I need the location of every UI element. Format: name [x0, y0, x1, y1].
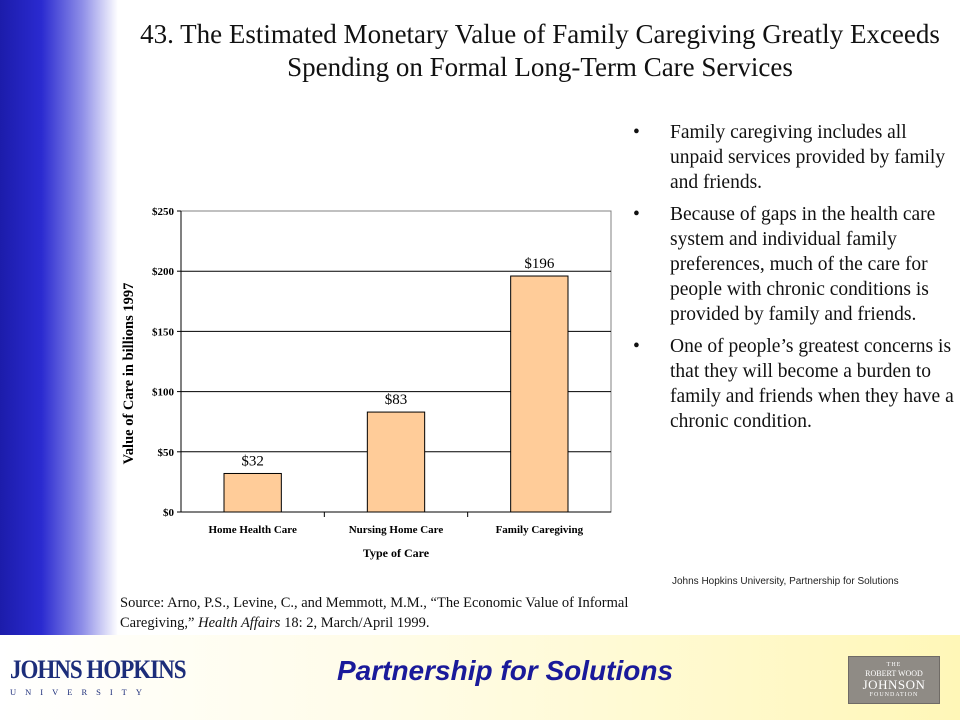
rwj-logo-line3: JOHNSON [862, 677, 926, 692]
left-gradient-band [0, 0, 118, 720]
source-journal: Health Affairs [198, 615, 281, 631]
source-suffix: 18: 2, March/April 1999. [280, 615, 430, 631]
johns-hopkins-logo: JOHNS HOPKINS UNIVERSITY [10, 655, 187, 700]
rwj-logo-line1: THE [886, 662, 902, 668]
x-tick-label: Nursing Home Care [349, 524, 444, 536]
jhu-logo-name: JOHNS HOPKINS [10, 655, 187, 684]
bar [510, 275, 569, 513]
rwj-logo-line2: ROBERT WOOD [865, 669, 923, 678]
x-tick-label: Home Health Care [208, 524, 297, 536]
y-tick-label: $100 [152, 387, 175, 399]
bullet-item: One of people’s greatest concerns is tha… [628, 334, 958, 435]
rwj-foundation-logo: THE ROBERT WOOD JOHNSON FOUNDATION [848, 656, 940, 704]
data-label: $196 [524, 256, 555, 272]
credit-text: Johns Hopkins University, Partnership fo… [672, 576, 899, 587]
y-tick-label: $150 [152, 326, 175, 338]
jhu-logo-sub: UNIVERSITY [10, 687, 151, 697]
footer-title: Partnership for Solutions [336, 655, 674, 686]
y-tick-label: $200 [152, 266, 175, 278]
x-tick-label: Family Caregiving [496, 524, 584, 536]
y-tick-label: $50 [158, 447, 175, 459]
source-prefix: Source: Arno, P.S., Levine, C., and Memm… [120, 595, 629, 631]
data-label: $32 [241, 453, 264, 469]
bullet-item: Because of gaps in the health care syste… [628, 202, 958, 328]
data-label: $83 [385, 392, 408, 408]
x-axis-title: Type of Care [363, 546, 430, 560]
source-citation: Source: Arno, P.S., Levine, C., and Memm… [120, 593, 680, 633]
footer-gradient-band [0, 635, 960, 720]
bar-chart: $0 $50 $100 $150 $200 $250 $32 Home Health Care… [121, 206, 612, 560]
y-tick-label: $0 [163, 507, 175, 519]
rwj-logo-line4: FOUNDATION [869, 692, 919, 698]
y-axis-title: Value of Care in billions 1997 [121, 283, 137, 465]
slide-title: 43. The Estimated Monetary Value of Fami… [140, 19, 940, 82]
y-tick-label: $250 [152, 206, 175, 218]
bar [366, 411, 426, 513]
bullet-item: Family caregiving includes all unpaid se… [628, 120, 958, 196]
bullet-list: Family caregiving includes all unpaid se… [628, 120, 958, 440]
bar [223, 472, 282, 513]
